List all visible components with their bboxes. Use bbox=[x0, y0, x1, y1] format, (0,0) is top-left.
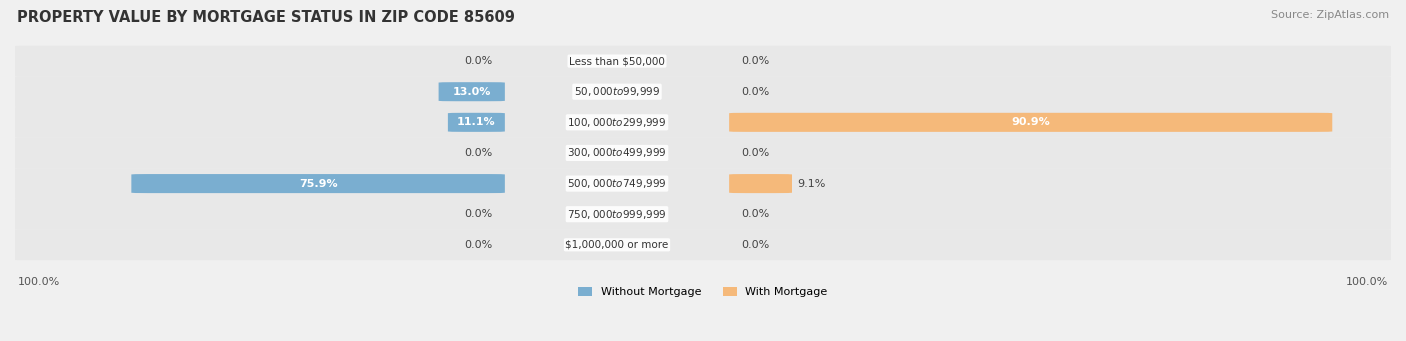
FancyBboxPatch shape bbox=[15, 76, 1391, 107]
FancyBboxPatch shape bbox=[15, 137, 1391, 168]
Text: 0.0%: 0.0% bbox=[464, 56, 492, 66]
FancyBboxPatch shape bbox=[15, 229, 1391, 260]
FancyBboxPatch shape bbox=[15, 107, 1391, 138]
Text: 11.1%: 11.1% bbox=[457, 117, 496, 127]
Text: Less than $50,000: Less than $50,000 bbox=[569, 56, 665, 66]
Text: 0.0%: 0.0% bbox=[741, 148, 769, 158]
Text: 0.0%: 0.0% bbox=[741, 87, 769, 97]
Text: $500,000 to $749,999: $500,000 to $749,999 bbox=[567, 177, 666, 190]
Text: $50,000 to $99,999: $50,000 to $99,999 bbox=[574, 85, 661, 98]
Text: Source: ZipAtlas.com: Source: ZipAtlas.com bbox=[1271, 10, 1389, 20]
Text: 90.9%: 90.9% bbox=[1011, 117, 1050, 127]
Text: 0.0%: 0.0% bbox=[464, 240, 492, 250]
Text: 100.0%: 100.0% bbox=[18, 277, 60, 287]
FancyBboxPatch shape bbox=[449, 113, 505, 132]
FancyBboxPatch shape bbox=[15, 46, 1391, 76]
Text: 0.0%: 0.0% bbox=[741, 56, 769, 66]
Text: $1,000,000 or more: $1,000,000 or more bbox=[565, 240, 669, 250]
FancyBboxPatch shape bbox=[15, 199, 1391, 229]
Text: 75.9%: 75.9% bbox=[299, 179, 337, 189]
Text: 13.0%: 13.0% bbox=[453, 87, 491, 97]
FancyBboxPatch shape bbox=[730, 113, 1333, 132]
Text: 100.0%: 100.0% bbox=[1346, 277, 1388, 287]
FancyBboxPatch shape bbox=[131, 174, 505, 193]
Text: $750,000 to $999,999: $750,000 to $999,999 bbox=[567, 208, 666, 221]
FancyBboxPatch shape bbox=[15, 168, 1391, 199]
Text: 0.0%: 0.0% bbox=[464, 148, 492, 158]
Legend: Without Mortgage, With Mortgage: Without Mortgage, With Mortgage bbox=[574, 282, 832, 302]
Text: PROPERTY VALUE BY MORTGAGE STATUS IN ZIP CODE 85609: PROPERTY VALUE BY MORTGAGE STATUS IN ZIP… bbox=[17, 10, 515, 25]
Text: 0.0%: 0.0% bbox=[741, 209, 769, 219]
Text: 9.1%: 9.1% bbox=[797, 179, 825, 189]
FancyBboxPatch shape bbox=[730, 174, 792, 193]
Text: $300,000 to $499,999: $300,000 to $499,999 bbox=[567, 146, 666, 160]
Text: $100,000 to $299,999: $100,000 to $299,999 bbox=[567, 116, 666, 129]
FancyBboxPatch shape bbox=[439, 82, 505, 101]
Text: 0.0%: 0.0% bbox=[741, 240, 769, 250]
Text: 0.0%: 0.0% bbox=[464, 209, 492, 219]
